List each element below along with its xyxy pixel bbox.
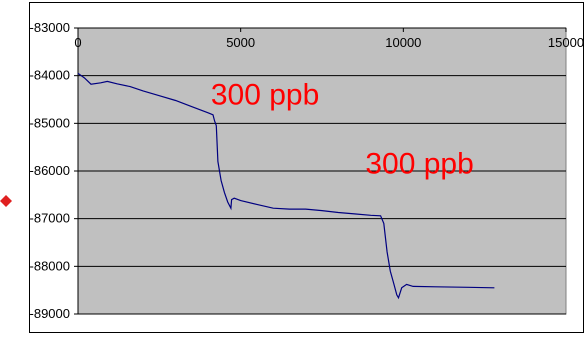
- annotation-label: 300 ppb: [365, 147, 473, 180]
- series-line: [77, 72, 495, 300]
- line-chart: -83000 -84000 -85000 -86000 -87000 -88000 -890…: [30, 20, 585, 321]
- chart-frame: -83000 -84000 -85000 -86000 -87000 -88000 -890…: [29, 2, 584, 333]
- edge-marker: [0, 195, 12, 207]
- x-tick-label: 0: [74, 35, 81, 50]
- x-tick-label: 5000: [226, 35, 255, 50]
- y-tick-label: -86000: [30, 163, 70, 178]
- y-tick-label: -87000: [30, 211, 70, 226]
- y-tick-label: -85000: [30, 115, 70, 130]
- x-tick-label: 15000: [548, 35, 583, 50]
- y-tick-label: -83000: [30, 20, 70, 35]
- y-tick-label: -89000: [30, 306, 70, 321]
- x-tick-label: 10000: [385, 35, 421, 50]
- y-tick-label: -84000: [30, 68, 70, 83]
- annotation-label: 300 ppb: [211, 78, 319, 111]
- y-tick-label: -88000: [30, 258, 70, 273]
